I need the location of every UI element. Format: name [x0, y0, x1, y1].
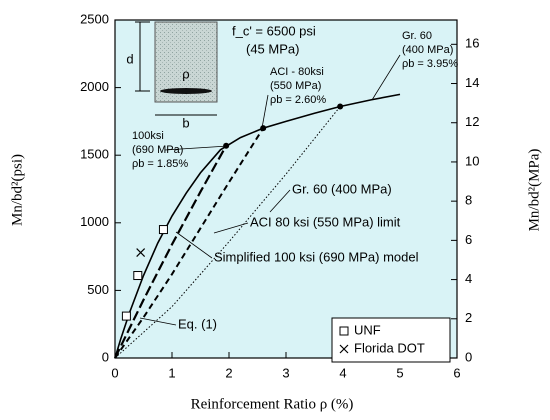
x-tick-label: 2	[225, 365, 232, 380]
annotation: (45 MPa)	[246, 41, 299, 56]
annotation: Simplified 100 ksi (690 MPa) model	[214, 249, 419, 264]
point	[121, 311, 131, 321]
point	[337, 103, 344, 110]
legend-marker	[339, 344, 349, 354]
annotation: ρ	[182, 66, 189, 81]
x-tick-label: 0	[111, 365, 118, 380]
leader-line	[261, 94, 269, 129]
annotation: f_c' = 6500 psi	[232, 23, 316, 38]
y2-tick-label: 12	[465, 114, 479, 129]
curve	[114, 106, 341, 359]
y2-tick-label: 8	[465, 193, 472, 208]
x-tick-label: 6	[453, 365, 460, 380]
y-tick-label: 0	[102, 349, 109, 364]
y2-axis-label: Mn/bd²(MPa)	[526, 149, 542, 232]
x-tick-label: 3	[282, 365, 289, 380]
y-tick-label: 1500	[80, 147, 109, 162]
annotation: (550 MPa)	[270, 80, 321, 92]
x-axis-label: Reinforcement Ratio ρ (%)	[191, 396, 354, 412]
y-tick-label: 500	[87, 282, 109, 297]
x-tick-label: 4	[339, 365, 346, 380]
annotation: ρb = 3.95%	[402, 58, 458, 70]
annotation: Eq. (1)	[178, 316, 217, 331]
point	[260, 125, 267, 132]
legend-label: Florida DOT	[354, 340, 425, 355]
annotation: ρb = 1.85%	[132, 158, 188, 170]
y2-tick-label: 16	[465, 36, 479, 51]
y-axis-label: Mn/bd²(psi)	[9, 154, 25, 226]
point	[133, 271, 143, 281]
leader-line	[175, 231, 213, 259]
annotation: ACI 80 ksi (550 MPa) limit	[250, 214, 401, 229]
y-tick-label: 2500	[80, 11, 109, 26]
leader-line	[213, 222, 249, 234]
y2-tick-label: 2	[465, 310, 472, 325]
x-tick-label: 5	[396, 365, 403, 380]
legend-marker	[339, 326, 349, 336]
leader-line	[269, 189, 291, 213]
point	[136, 248, 146, 257]
annotation: b	[182, 115, 189, 130]
leader-line	[139, 317, 177, 326]
leader-line	[164, 145, 229, 151]
y-tick-label: 2000	[80, 79, 109, 94]
curve	[114, 127, 265, 359]
annotation: Gr. 60 (400 MPa)	[292, 181, 392, 196]
annotation: Gr. 60	[402, 30, 432, 42]
annotation: 100ksi	[132, 130, 164, 142]
y2-tick-label: 0	[465, 349, 472, 364]
section-sketch	[135, 21, 218, 116]
y-tick-label: 1000	[80, 214, 109, 229]
annotation: ρb = 2.60%	[270, 94, 326, 106]
legend-label: UNF	[354, 322, 381, 337]
annotation: (400 MPa)	[402, 44, 453, 56]
leader-line	[371, 54, 401, 101]
y2-tick-label: 6	[465, 232, 472, 247]
point	[158, 225, 168, 235]
y2-tick-label: 4	[465, 271, 472, 286]
annotation: (690 MPa)	[132, 144, 183, 156]
curve	[114, 93, 401, 359]
curve	[114, 145, 228, 359]
annotation: ACI - 80ksi	[270, 66, 324, 78]
y2-tick-label: 14	[465, 75, 479, 90]
legend-box	[331, 317, 451, 363]
annotation: d	[126, 51, 133, 66]
x-tick-label: 1	[168, 365, 175, 380]
y2-tick-label: 10	[465, 153, 479, 168]
